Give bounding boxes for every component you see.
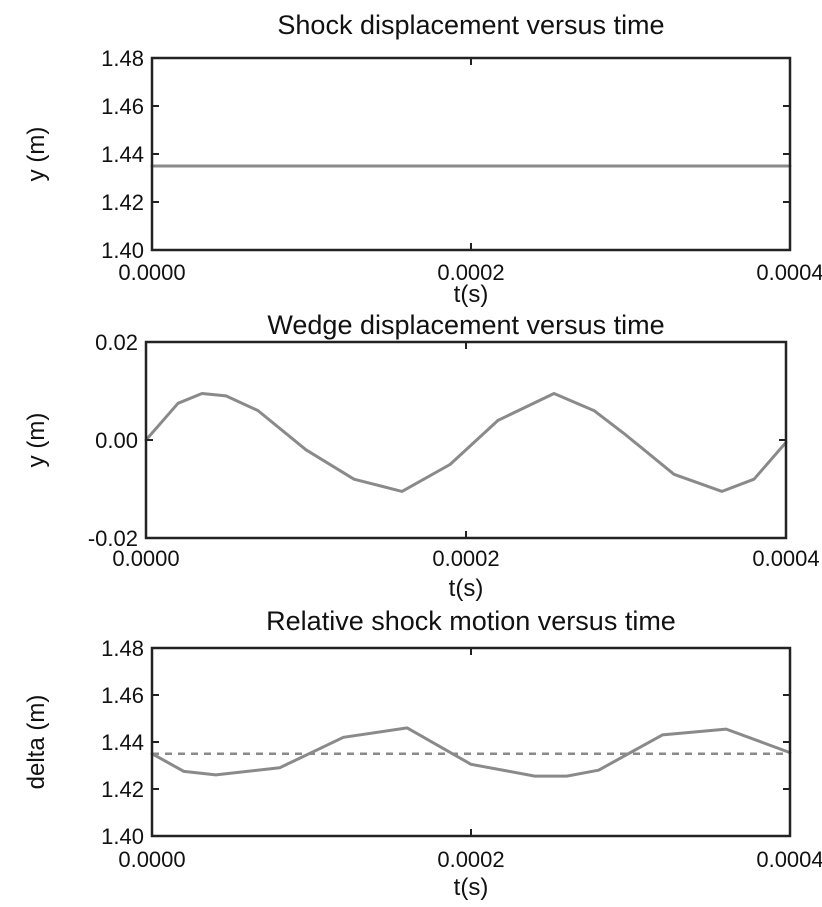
chart-panel-3: Relative shock motion versus time 0.0000 0… (23, 606, 822, 901)
y-axis-label: y (m) (23, 413, 50, 468)
x-tick-label: 0.0004 (756, 847, 822, 872)
x-axis-label: t(s) (454, 281, 489, 308)
y-tick-label: 1.46 (101, 683, 144, 708)
plot-frame (144, 340, 788, 540)
y-tick-label: 1.48 (101, 46, 144, 71)
y-tick-label: 1.46 (101, 94, 144, 119)
x-tick-label: 0.0000 (112, 546, 179, 571)
x-tick-label: 0.0004 (756, 260, 822, 285)
chart-panel-2: Wedge displacement versus time 0.0000 0.00… (23, 310, 820, 602)
series-line-1 (150, 726, 792, 778)
series-line-1 (144, 392, 788, 493)
y-tick-label: 1.48 (101, 636, 144, 661)
y-tick-label: 0.00 (95, 428, 138, 453)
y-tick-label: 0.02 (95, 330, 138, 355)
chart-panel-1: Shock displacement versus time 0.0000 0.00… (23, 10, 822, 308)
chart-title: Shock displacement versus time (277, 10, 664, 40)
y-tick-label: 1.42 (101, 190, 144, 215)
chart-title: Relative shock motion versus time (266, 606, 676, 636)
y-tick-label: 1.40 (101, 824, 144, 849)
y-tick-label: 1.42 (101, 777, 144, 802)
y-tick-label: -0.02 (88, 526, 138, 551)
y-tick-label: 1.44 (101, 142, 144, 167)
y-axis-label: delta (m) (23, 695, 50, 790)
x-tick-label: 0.0004 (752, 546, 819, 571)
y-tick-label: 1.44 (101, 730, 144, 755)
y-tick-label: 1.40 (101, 238, 144, 263)
x-tick-label: 0.0000 (118, 847, 185, 872)
plot-frame (150, 56, 792, 252)
x-axis-label: t(s) (449, 575, 484, 602)
x-tick-label: 0.0002 (437, 260, 504, 285)
chart-title: Wedge displacement versus time (267, 310, 664, 340)
x-axis-label: t(s) (454, 874, 489, 901)
plot-frame (150, 646, 792, 838)
x-tick-label: 0.0002 (437, 847, 504, 872)
y-axis-label: y (m) (23, 127, 50, 182)
x-tick-label: 0.0002 (432, 546, 499, 571)
x-tick-label: 0.0000 (118, 260, 185, 285)
